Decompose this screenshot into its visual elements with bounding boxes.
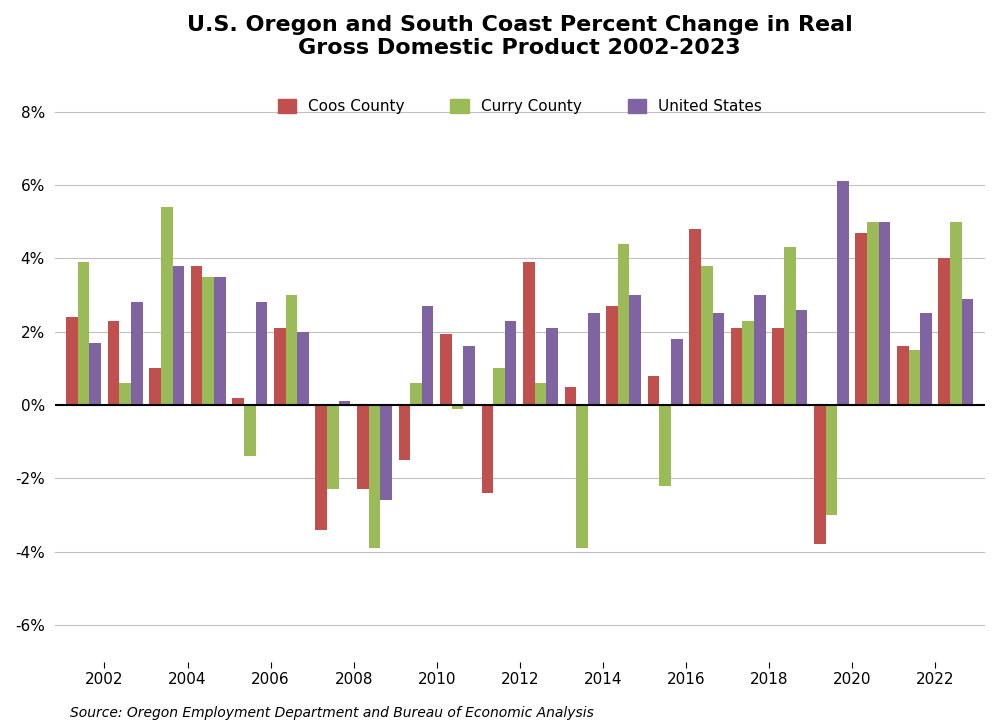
Bar bbox=[315, 405, 327, 530]
Bar bbox=[66, 317, 78, 405]
Bar bbox=[629, 295, 641, 405]
Bar bbox=[576, 405, 588, 548]
Bar bbox=[202, 277, 214, 405]
Bar bbox=[950, 222, 962, 405]
Bar bbox=[244, 405, 256, 456]
Bar bbox=[879, 222, 890, 405]
Bar bbox=[339, 401, 350, 405]
Bar bbox=[232, 397, 244, 405]
Bar bbox=[731, 328, 742, 405]
Bar bbox=[399, 405, 410, 460]
Bar bbox=[463, 347, 475, 405]
Bar bbox=[855, 232, 867, 405]
Legend: Coos County, Curry County, United States: Coos County, Curry County, United States bbox=[270, 91, 770, 122]
Bar bbox=[422, 306, 433, 405]
Bar bbox=[565, 387, 576, 405]
Bar bbox=[920, 313, 932, 405]
Bar bbox=[535, 383, 546, 405]
Title: U.S. Oregon and South Coast Percent Change in Real
Gross Domestic Product 2002-2: U.S. Oregon and South Coast Percent Chan… bbox=[187, 15, 853, 58]
Bar bbox=[659, 405, 671, 486]
Bar bbox=[327, 405, 339, 489]
Bar bbox=[742, 321, 754, 405]
Bar bbox=[713, 313, 724, 405]
Bar bbox=[256, 303, 267, 405]
Bar bbox=[606, 306, 618, 405]
Bar bbox=[173, 266, 184, 405]
Bar bbox=[274, 328, 286, 405]
Bar bbox=[493, 369, 505, 405]
Bar bbox=[214, 277, 226, 405]
Bar bbox=[119, 383, 131, 405]
Bar bbox=[440, 334, 452, 405]
Bar bbox=[369, 405, 380, 548]
Bar bbox=[671, 339, 683, 405]
Bar bbox=[380, 405, 392, 500]
Bar bbox=[814, 405, 826, 544]
Bar bbox=[286, 295, 297, 405]
Bar bbox=[78, 262, 89, 405]
Bar bbox=[89, 342, 101, 405]
Bar bbox=[897, 347, 909, 405]
Bar bbox=[297, 332, 309, 405]
Bar bbox=[796, 310, 807, 405]
Bar bbox=[161, 207, 173, 405]
Bar bbox=[191, 266, 202, 405]
Bar bbox=[909, 350, 920, 405]
Bar bbox=[754, 295, 766, 405]
Bar bbox=[410, 383, 422, 405]
Bar bbox=[867, 222, 879, 405]
Bar bbox=[962, 299, 973, 405]
Bar bbox=[648, 376, 659, 405]
Bar bbox=[701, 266, 713, 405]
Bar bbox=[784, 248, 796, 405]
Bar bbox=[826, 405, 837, 515]
Bar bbox=[357, 405, 369, 489]
Bar bbox=[546, 328, 558, 405]
Bar bbox=[505, 321, 516, 405]
Bar bbox=[772, 328, 784, 405]
Bar bbox=[452, 405, 463, 409]
Bar bbox=[523, 262, 535, 405]
Bar bbox=[689, 229, 701, 405]
Bar bbox=[837, 182, 849, 405]
Bar bbox=[131, 303, 143, 405]
Bar bbox=[588, 313, 600, 405]
Bar bbox=[108, 321, 119, 405]
Bar bbox=[482, 405, 493, 493]
Bar bbox=[618, 244, 629, 405]
Text: Source: Oregon Employment Department and Bureau of Economic Analysis: Source: Oregon Employment Department and… bbox=[70, 707, 594, 720]
Bar bbox=[149, 369, 161, 405]
Bar bbox=[938, 258, 950, 405]
